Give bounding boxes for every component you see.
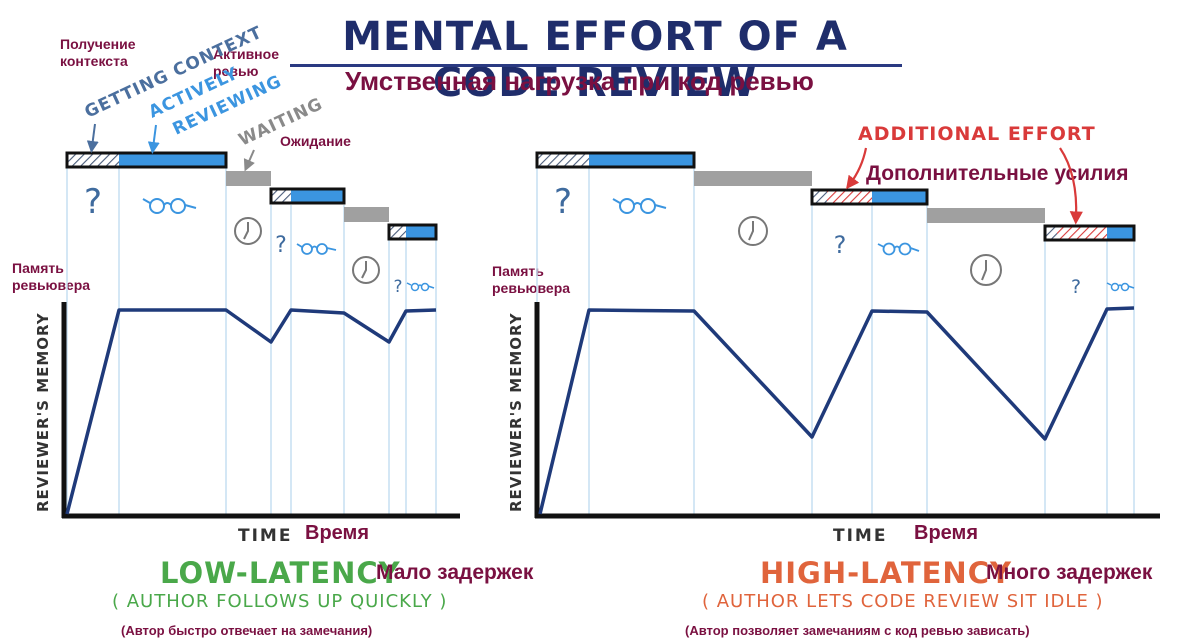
glasses-icon bbox=[877, 242, 920, 256]
right-memory-ru: Память ревьювера bbox=[492, 263, 571, 296]
left-diagram: ? ? ? Getting context Actively Reviewing… bbox=[34, 23, 460, 546]
glasses-icon bbox=[1106, 282, 1135, 292]
left-memory-line bbox=[65, 308, 437, 515]
glasses-icon bbox=[612, 198, 667, 214]
label-waiting-ru: Ожидание bbox=[280, 133, 351, 149]
high-latency-subcaption: ( Author lets code review sit idle ) bbox=[702, 591, 1104, 612]
bar-waiting bbox=[927, 208, 1045, 223]
left-y-axis-label: Reviewer's memory bbox=[34, 312, 52, 512]
clock-icon bbox=[970, 254, 1002, 286]
bar-active bbox=[1107, 226, 1134, 240]
bar-waiting bbox=[694, 171, 812, 186]
question-mark-icon: ? bbox=[554, 182, 572, 222]
bar-active bbox=[291, 189, 344, 203]
right-x-axis-label-ru: Время bbox=[914, 522, 978, 544]
glasses-icon bbox=[296, 243, 337, 255]
bar-active bbox=[872, 190, 927, 204]
bar-context bbox=[389, 225, 406, 239]
bar-context bbox=[271, 189, 291, 203]
left-x-axis-label: Time bbox=[238, 526, 292, 546]
right-x-axis-label: Time bbox=[833, 526, 887, 546]
left-memory-ru: Память ревьювера bbox=[12, 260, 91, 293]
bar-additional-effort bbox=[1057, 226, 1107, 240]
high-latency-caption-ru: Много задержек bbox=[986, 561, 1153, 584]
left-x-axis-label-ru: Время bbox=[305, 522, 369, 544]
question-mark-icon: ? bbox=[1071, 276, 1081, 298]
question-mark-icon: ? bbox=[275, 233, 287, 258]
low-latency-subcaption: ( Author follows up quickly ) bbox=[112, 591, 448, 612]
title-en: Mental effort of a code review bbox=[342, 14, 848, 106]
label-active-ru: Активное ревью bbox=[213, 46, 279, 79]
bar-active bbox=[119, 153, 226, 167]
bar-active bbox=[406, 225, 436, 239]
low-latency-caption: Low-latency bbox=[160, 556, 401, 590]
right-diagram: ? ? ? Additional effort Reviewer's memor… bbox=[507, 123, 1160, 546]
high-latency-subcaption-ru: (Автор позволяет замечаниям с код ревью … bbox=[685, 623, 1030, 638]
clock-icon bbox=[738, 216, 768, 246]
title-underline bbox=[290, 64, 902, 67]
right-memory-line bbox=[538, 306, 1135, 515]
bar-additional-effort bbox=[827, 190, 872, 204]
question-mark-icon: ? bbox=[393, 277, 402, 297]
bar-waiting bbox=[344, 207, 389, 222]
glasses-icon bbox=[406, 282, 435, 292]
left-guide-lines bbox=[66, 168, 437, 515]
question-mark-icon: ? bbox=[84, 182, 102, 222]
additional-effort-label: Additional effort bbox=[858, 123, 1096, 145]
low-latency-caption-ru: Мало задержек bbox=[376, 561, 534, 584]
right-y-axis-label: Reviewer's memory bbox=[507, 312, 525, 512]
high-latency-caption: High-latency bbox=[760, 556, 1012, 590]
bar-active bbox=[589, 153, 694, 167]
low-latency-subcaption-ru: (Автор быстро отвечает на замечания) bbox=[121, 623, 373, 638]
bar-waiting bbox=[226, 171, 271, 186]
glasses-icon bbox=[142, 198, 197, 214]
bar-context bbox=[812, 190, 827, 204]
title-ru: Умственная нагрузка при код ревью bbox=[345, 66, 814, 96]
question-mark-icon: ? bbox=[834, 231, 847, 259]
bar-context bbox=[1045, 226, 1057, 240]
clock-icon bbox=[352, 256, 380, 284]
label-context-ru: Получение контекста bbox=[60, 36, 136, 69]
bar-context bbox=[67, 153, 119, 167]
clock-icon bbox=[234, 217, 262, 245]
additional-effort-ru: Дополнительные усилия bbox=[866, 162, 1129, 185]
bar-context bbox=[537, 153, 589, 167]
